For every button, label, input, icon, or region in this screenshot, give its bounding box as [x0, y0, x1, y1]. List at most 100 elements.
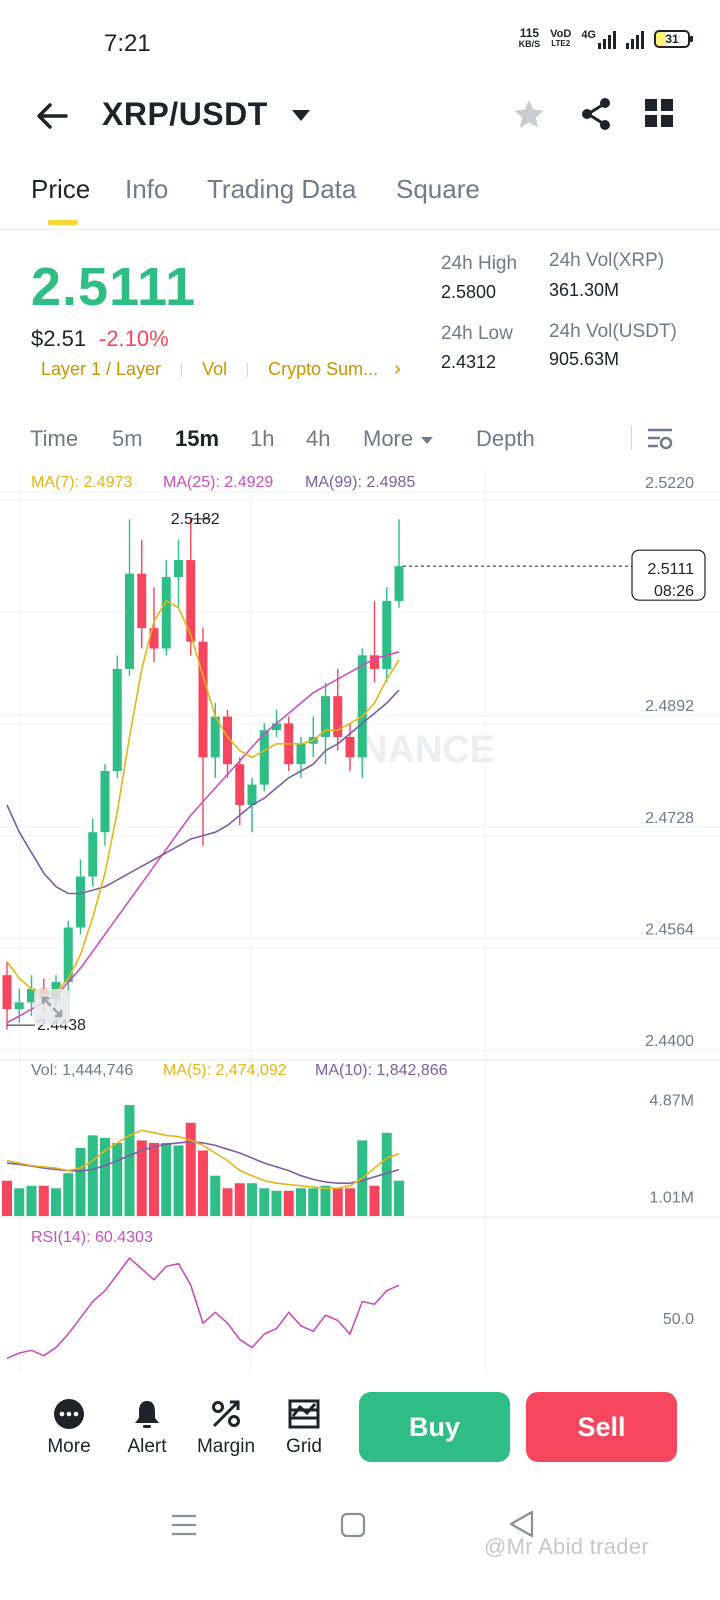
- candle-body: [357, 655, 367, 758]
- high-value: 2.5800: [441, 282, 497, 302]
- depth-tab[interactable]: Depth: [476, 426, 535, 451]
- vol-ma10-line: [6, 1140, 400, 1184]
- price-axis-label: 2.5220: [645, 475, 694, 492]
- tab-info[interactable]: Info: [125, 174, 169, 204]
- more-button[interactable]: More: [29, 1398, 109, 1458]
- volume-bar: [332, 1188, 343, 1216]
- vol-ma5-legend: MA(5): 2,474,092: [163, 1062, 287, 1079]
- back-arrow-icon[interactable]: [32, 96, 72, 136]
- low-label: 24h Low: [441, 323, 513, 344]
- volume-bar: [381, 1132, 392, 1216]
- current-price-label: 2.5111: [647, 561, 694, 578]
- tag-layer[interactable]: Layer 1 / Layer: [41, 359, 162, 379]
- volume-bar: [136, 1140, 147, 1216]
- interval-bar: Time 5m 15m 1h 4h More Depth: [0, 418, 720, 460]
- volume-axis-label: 4.87M: [650, 1092, 694, 1109]
- volume-bar: [283, 1190, 294, 1216]
- active-tab-indicator: [48, 220, 78, 225]
- high-label: 24h High: [441, 253, 518, 274]
- candle-body: [161, 577, 171, 649]
- volte-indicator: VoD LTE2: [550, 29, 571, 49]
- grid-menu-icon[interactable]: [644, 98, 674, 128]
- favorite-star-icon[interactable]: [510, 96, 548, 134]
- rsi-axis-label: 50.0: [663, 1311, 694, 1328]
- interval-5m[interactable]: 5m: [112, 426, 143, 451]
- volume-bar: [345, 1188, 355, 1216]
- candle-body: [296, 743, 306, 765]
- price-axis-label: 2.4728: [645, 810, 694, 827]
- volume-bar: [38, 1185, 49, 1216]
- ma99-legend: MA(99): 2.4985: [305, 474, 416, 491]
- interval-1h[interactable]: 1h: [250, 426, 275, 451]
- volume-bar: [149, 1142, 159, 1216]
- caret-down-icon: [421, 436, 434, 444]
- candle-body: [321, 696, 330, 737]
- candle-body: [2, 975, 12, 1010]
- ma99-line: [6, 651, 400, 1024]
- candle-body: [100, 771, 110, 833]
- volte-top: VoD: [550, 28, 572, 40]
- margin-button[interactable]: Margin: [186, 1398, 266, 1458]
- interval-more[interactable]: More: [363, 426, 434, 452]
- network-speed-value: 115: [519, 26, 540, 40]
- network-type: 4G: [581, 29, 596, 41]
- chevron-right-icon[interactable]: ›: [394, 358, 401, 380]
- pair-title[interactable]: XRP/USDT: [102, 96, 268, 132]
- tab-price[interactable]: Price: [31, 174, 91, 204]
- grid-button[interactable]: Grid: [264, 1398, 344, 1458]
- vol-ma10-legend: MA(10): 1,842,866: [315, 1062, 448, 1079]
- price-axis: 2.5220 2.4892 2.4728 2.4564 2.4400: [645, 475, 694, 1050]
- interval-15m[interactable]: 15m: [175, 426, 220, 451]
- tab-bar: Price Info Trading Data Square: [0, 168, 720, 230]
- tab-square[interactable]: Square: [396, 174, 480, 204]
- volume-bar: [198, 1150, 208, 1216]
- home-icon[interactable]: [340, 1512, 366, 1538]
- pair-dropdown-icon[interactable]: [292, 110, 310, 121]
- buy-button[interactable]: Buy: [359, 1392, 510, 1462]
- system-nav-bar: [0, 1496, 720, 1600]
- rsi-line: [6, 1256, 400, 1360]
- vol-ma5-line: [6, 1129, 400, 1190]
- status-time: 7:21: [104, 30, 151, 57]
- tab-trading-data[interactable]: Trading Data: [207, 174, 357, 204]
- volume-bar: [161, 1142, 172, 1216]
- chart-settings-icon[interactable]: [647, 426, 673, 452]
- tag-vol[interactable]: Vol: [202, 359, 228, 379]
- volume-bar: [296, 1188, 306, 1216]
- ma7-line: [6, 599, 400, 997]
- grid-label: Grid: [286, 1436, 322, 1457]
- volume-panel: 4.87M 1.01M: [2, 1092, 694, 1216]
- action-bar: More Alert Margin Grid Buy Sell: [0, 1380, 720, 1480]
- sell-button[interactable]: Sell: [526, 1392, 677, 1462]
- ma7-legend: MA(7): 2.4973: [31, 474, 133, 491]
- share-icon[interactable]: [578, 96, 614, 132]
- nav-back-icon[interactable]: [508, 1510, 534, 1538]
- last-price: 2.5111: [31, 257, 197, 317]
- alert-button[interactable]: Alert: [107, 1398, 187, 1458]
- tag-list: Layer 1 / Layer Vol Crypto Sum... ›: [41, 358, 401, 381]
- more-dots-icon: [54, 1399, 84, 1429]
- volume-axis-label: 1.01M: [650, 1190, 694, 1207]
- volume-bar: [320, 1185, 331, 1216]
- volume-bar: [63, 1173, 74, 1216]
- volume-bar: [87, 1135, 98, 1216]
- volume-bar: [51, 1188, 61, 1216]
- candle-body: [210, 716, 220, 758]
- volume-bar: [234, 1183, 245, 1216]
- volume-bar: [14, 1188, 25, 1216]
- candle-body: [112, 668, 122, 771]
- margin-percent-icon: [212, 1400, 240, 1428]
- kline-chart[interactable]: NANCE 2.5220 2.4892 2.4728 2.4564 2.4400 2.5…: [0, 466, 720, 1376]
- fullscreen-expand-icon[interactable]: [34, 989, 70, 1025]
- candle-body: [76, 876, 85, 928]
- candle-body: [382, 600, 392, 669]
- candle-body: [198, 641, 208, 758]
- network-speed: 115 KB/S: [519, 26, 541, 50]
- volume-bar: [185, 1122, 196, 1216]
- tag-crypto-summary[interactable]: Crypto Sum...: [268, 359, 379, 379]
- interval-4h[interactable]: 4h: [306, 426, 331, 451]
- recent-apps-icon[interactable]: [171, 1512, 197, 1538]
- interval-time[interactable]: Time: [30, 426, 79, 451]
- candle-body: [394, 566, 404, 601]
- candle-body: [88, 832, 98, 877]
